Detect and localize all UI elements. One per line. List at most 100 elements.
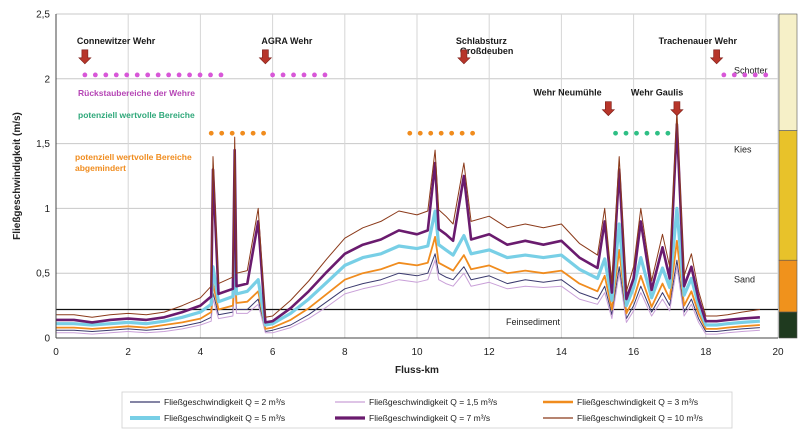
axes: 0 0,5 1 1,5 2 2,5 0 2 4 6 8 10 12 14 16 18 20 Fluss-km Fli… [12, 10, 784, 377]
range-dot [634, 130, 639, 136]
annotation-valuable: potenziell wertvolle Bereiche [78, 110, 195, 120]
range-dot [250, 130, 256, 136]
weir-arrow-icon [258, 49, 273, 65]
weir-markers: Connewitzer Wehr AGRA Wehr SchlabsturzGroß… [77, 36, 738, 117]
x-tick-label: 6 [270, 347, 276, 358]
weir-arrow-icon [709, 49, 724, 65]
range-dot [155, 72, 161, 78]
range-dot [322, 72, 328, 78]
range-dots [82, 72, 769, 136]
range-dot [752, 72, 758, 78]
range-dot [92, 72, 98, 78]
weir-label: AGRA Wehr [261, 36, 313, 46]
threshold-label: Feinsediment [506, 317, 561, 327]
y-tick-label: 0 [44, 334, 50, 345]
x-tick-label: 14 [556, 347, 568, 358]
annotation-reduced: potenziell wertvolle Bereiche [75, 152, 192, 162]
range-dot [449, 130, 455, 136]
range-dot [219, 130, 225, 136]
range-dot [166, 72, 172, 78]
range-dot [280, 72, 286, 78]
range-dot [124, 72, 130, 78]
legend-label: Fließgeschwindigkeit Q = 7 m³/s [369, 413, 490, 423]
zone-label: Kies [734, 145, 752, 155]
weir-label-line2: Großdeuben [460, 46, 514, 56]
y-tick-label: 0,5 [36, 269, 50, 280]
range-dot [240, 130, 246, 136]
grid-lines [55, 13, 779, 339]
range-dot [731, 72, 737, 78]
y-tick-label: 1 [44, 204, 50, 215]
weir-label: Schlabsturz [456, 36, 508, 46]
y-tick-label: 2,5 [36, 10, 50, 21]
range-dot [176, 72, 182, 78]
range-dot [208, 130, 214, 136]
weir-label: Wehr Neumühle [533, 88, 601, 98]
range-dot [407, 130, 413, 136]
range-dot [417, 130, 423, 136]
x-tick-label: 12 [484, 347, 496, 358]
legend-label: Fließgeschwindigkeit Q = 3 m³/s [577, 397, 698, 407]
weir-arrow-icon [78, 49, 92, 65]
range-dot [197, 72, 203, 78]
legend-label: Fließgeschwindigkeit Q = 1,5 m³/s [369, 397, 497, 407]
y-tick-label: 1,5 [36, 139, 50, 150]
range-dot [665, 130, 671, 136]
x-tick-label: 2 [125, 347, 131, 358]
range-dot [218, 72, 224, 78]
x-tick-label: 16 [628, 347, 640, 358]
range-dot [208, 72, 213, 78]
range-dot [742, 72, 748, 78]
zone-label: Schotter [734, 66, 768, 76]
sediment-zone-bar: Schotter Kies Sand [734, 13, 798, 339]
x-tick-label: 8 [342, 347, 348, 358]
zone-band [778, 311, 798, 339]
weir-label: Wehr Gaulis [631, 88, 683, 98]
legend-label: Fließgeschwindigkeit Q = 10 m³/s [577, 413, 703, 423]
range-dot [644, 130, 650, 136]
range-dot [721, 72, 727, 78]
legend-box [121, 391, 733, 429]
x-axis-title: Fluss-km [395, 365, 439, 376]
series-lines: Feinsediment [56, 110, 778, 335]
range-dot [655, 130, 660, 136]
weir-arrow-icon [457, 49, 471, 65]
range-dot [613, 130, 618, 136]
legend-label: Fließgeschwindigkeit Q = 2 m³/s [164, 397, 285, 407]
legend-label: Fließgeschwindigkeit Q = 5 m³/s [164, 413, 285, 423]
range-dot [428, 130, 434, 136]
zone-band [778, 130, 798, 261]
x-tick-label: 0 [53, 347, 59, 358]
range-dot [261, 130, 266, 136]
range-dot [459, 130, 465, 136]
annotations: Rückstaubereiche der Wehre potenziell wer… [75, 88, 195, 173]
zone-band [778, 13, 798, 131]
range-dot [291, 72, 296, 78]
range-dot [187, 72, 192, 78]
range-dot [763, 72, 769, 78]
weir-label: Trachenauer Wehr [659, 36, 738, 46]
range-dot [312, 72, 317, 78]
annotation-backwater: Rückstaubereiche der Wehre [78, 88, 195, 98]
series-line [56, 110, 760, 318]
x-tick-label: 10 [411, 347, 423, 358]
x-tick-label: 4 [198, 347, 204, 358]
range-dot [470, 130, 475, 136]
weir-arrow-icon [670, 101, 684, 117]
x-tick-label: 18 [700, 347, 712, 358]
range-dot [103, 72, 109, 78]
weir-label: Connewitzer Wehr [77, 36, 156, 46]
range-dot [82, 72, 88, 78]
range-dot [438, 130, 444, 136]
range-dot [145, 72, 151, 78]
range-dot [623, 130, 629, 136]
zone-label: Sand [734, 274, 755, 284]
y-axis-title: Fließgeschwindigkeit (m/s) [12, 112, 23, 240]
legend: Fließgeschwindigkeit Q = 2 m³/s Fließgesc… [121, 391, 733, 429]
range-dot [301, 72, 307, 78]
range-dot [270, 72, 275, 78]
weir-arrow-icon [601, 101, 616, 117]
range-dot [229, 130, 235, 136]
range-dot [134, 72, 140, 78]
